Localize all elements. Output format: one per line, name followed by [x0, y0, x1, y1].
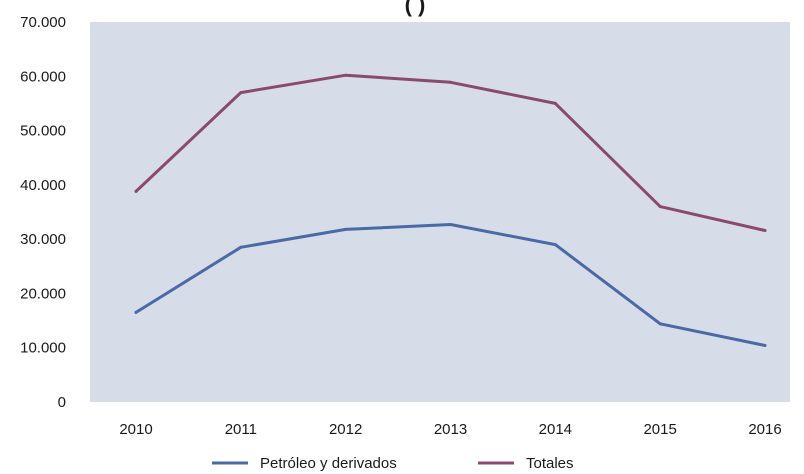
x-tick-label: 2011: [225, 421, 257, 438]
data-point: [658, 205, 662, 209]
y-tick-label: 70.000: [20, 14, 66, 31]
data-point: [449, 80, 452, 84]
x-tick-label: 2014: [539, 421, 572, 438]
legend: Petróleo y derivados Totales: [212, 455, 574, 472]
x-tick-label: 2010: [119, 421, 152, 438]
legend-label: Petróleo y derivados: [260, 455, 397, 472]
y-tick-label: 0: [58, 394, 66, 411]
y-tick-label: 10.000: [20, 340, 66, 357]
data-point: [658, 322, 662, 326]
x-tick-label: 2015: [643, 421, 676, 438]
data-point: [239, 245, 243, 249]
legend-label: Totales: [526, 455, 574, 472]
y-axis-ticks: 0 10.000 20.000 30.000 40.000 50.000 60.000 70.…: [20, 14, 66, 411]
series-lines: [134, 73, 767, 348]
chart-title: ( ): [405, 0, 426, 17]
data-point: [553, 243, 557, 247]
data-point: [134, 310, 138, 314]
y-tick-label: 50.000: [20, 123, 66, 140]
x-tick-label: 2016: [748, 421, 781, 438]
data-point: [763, 228, 767, 232]
plot-area: [90, 22, 790, 402]
data-point: [344, 73, 348, 77]
data-point: [344, 227, 348, 231]
x-axis-ticks: 2010 2011 2012 2013 2014 2015 2016: [119, 421, 781, 438]
data-point: [553, 101, 557, 105]
y-tick-label: 20.000: [20, 285, 66, 302]
y-tick-label: 30.000: [20, 231, 66, 248]
data-point: [449, 222, 452, 226]
x-tick-label: 2013: [434, 421, 467, 438]
data-point: [763, 344, 767, 348]
data-point: [239, 91, 243, 95]
x-tick-label: 2012: [329, 421, 362, 438]
data-point: [134, 189, 138, 193]
y-tick-label: 40.000: [20, 177, 66, 194]
y-tick-label: 60.000: [20, 68, 66, 85]
